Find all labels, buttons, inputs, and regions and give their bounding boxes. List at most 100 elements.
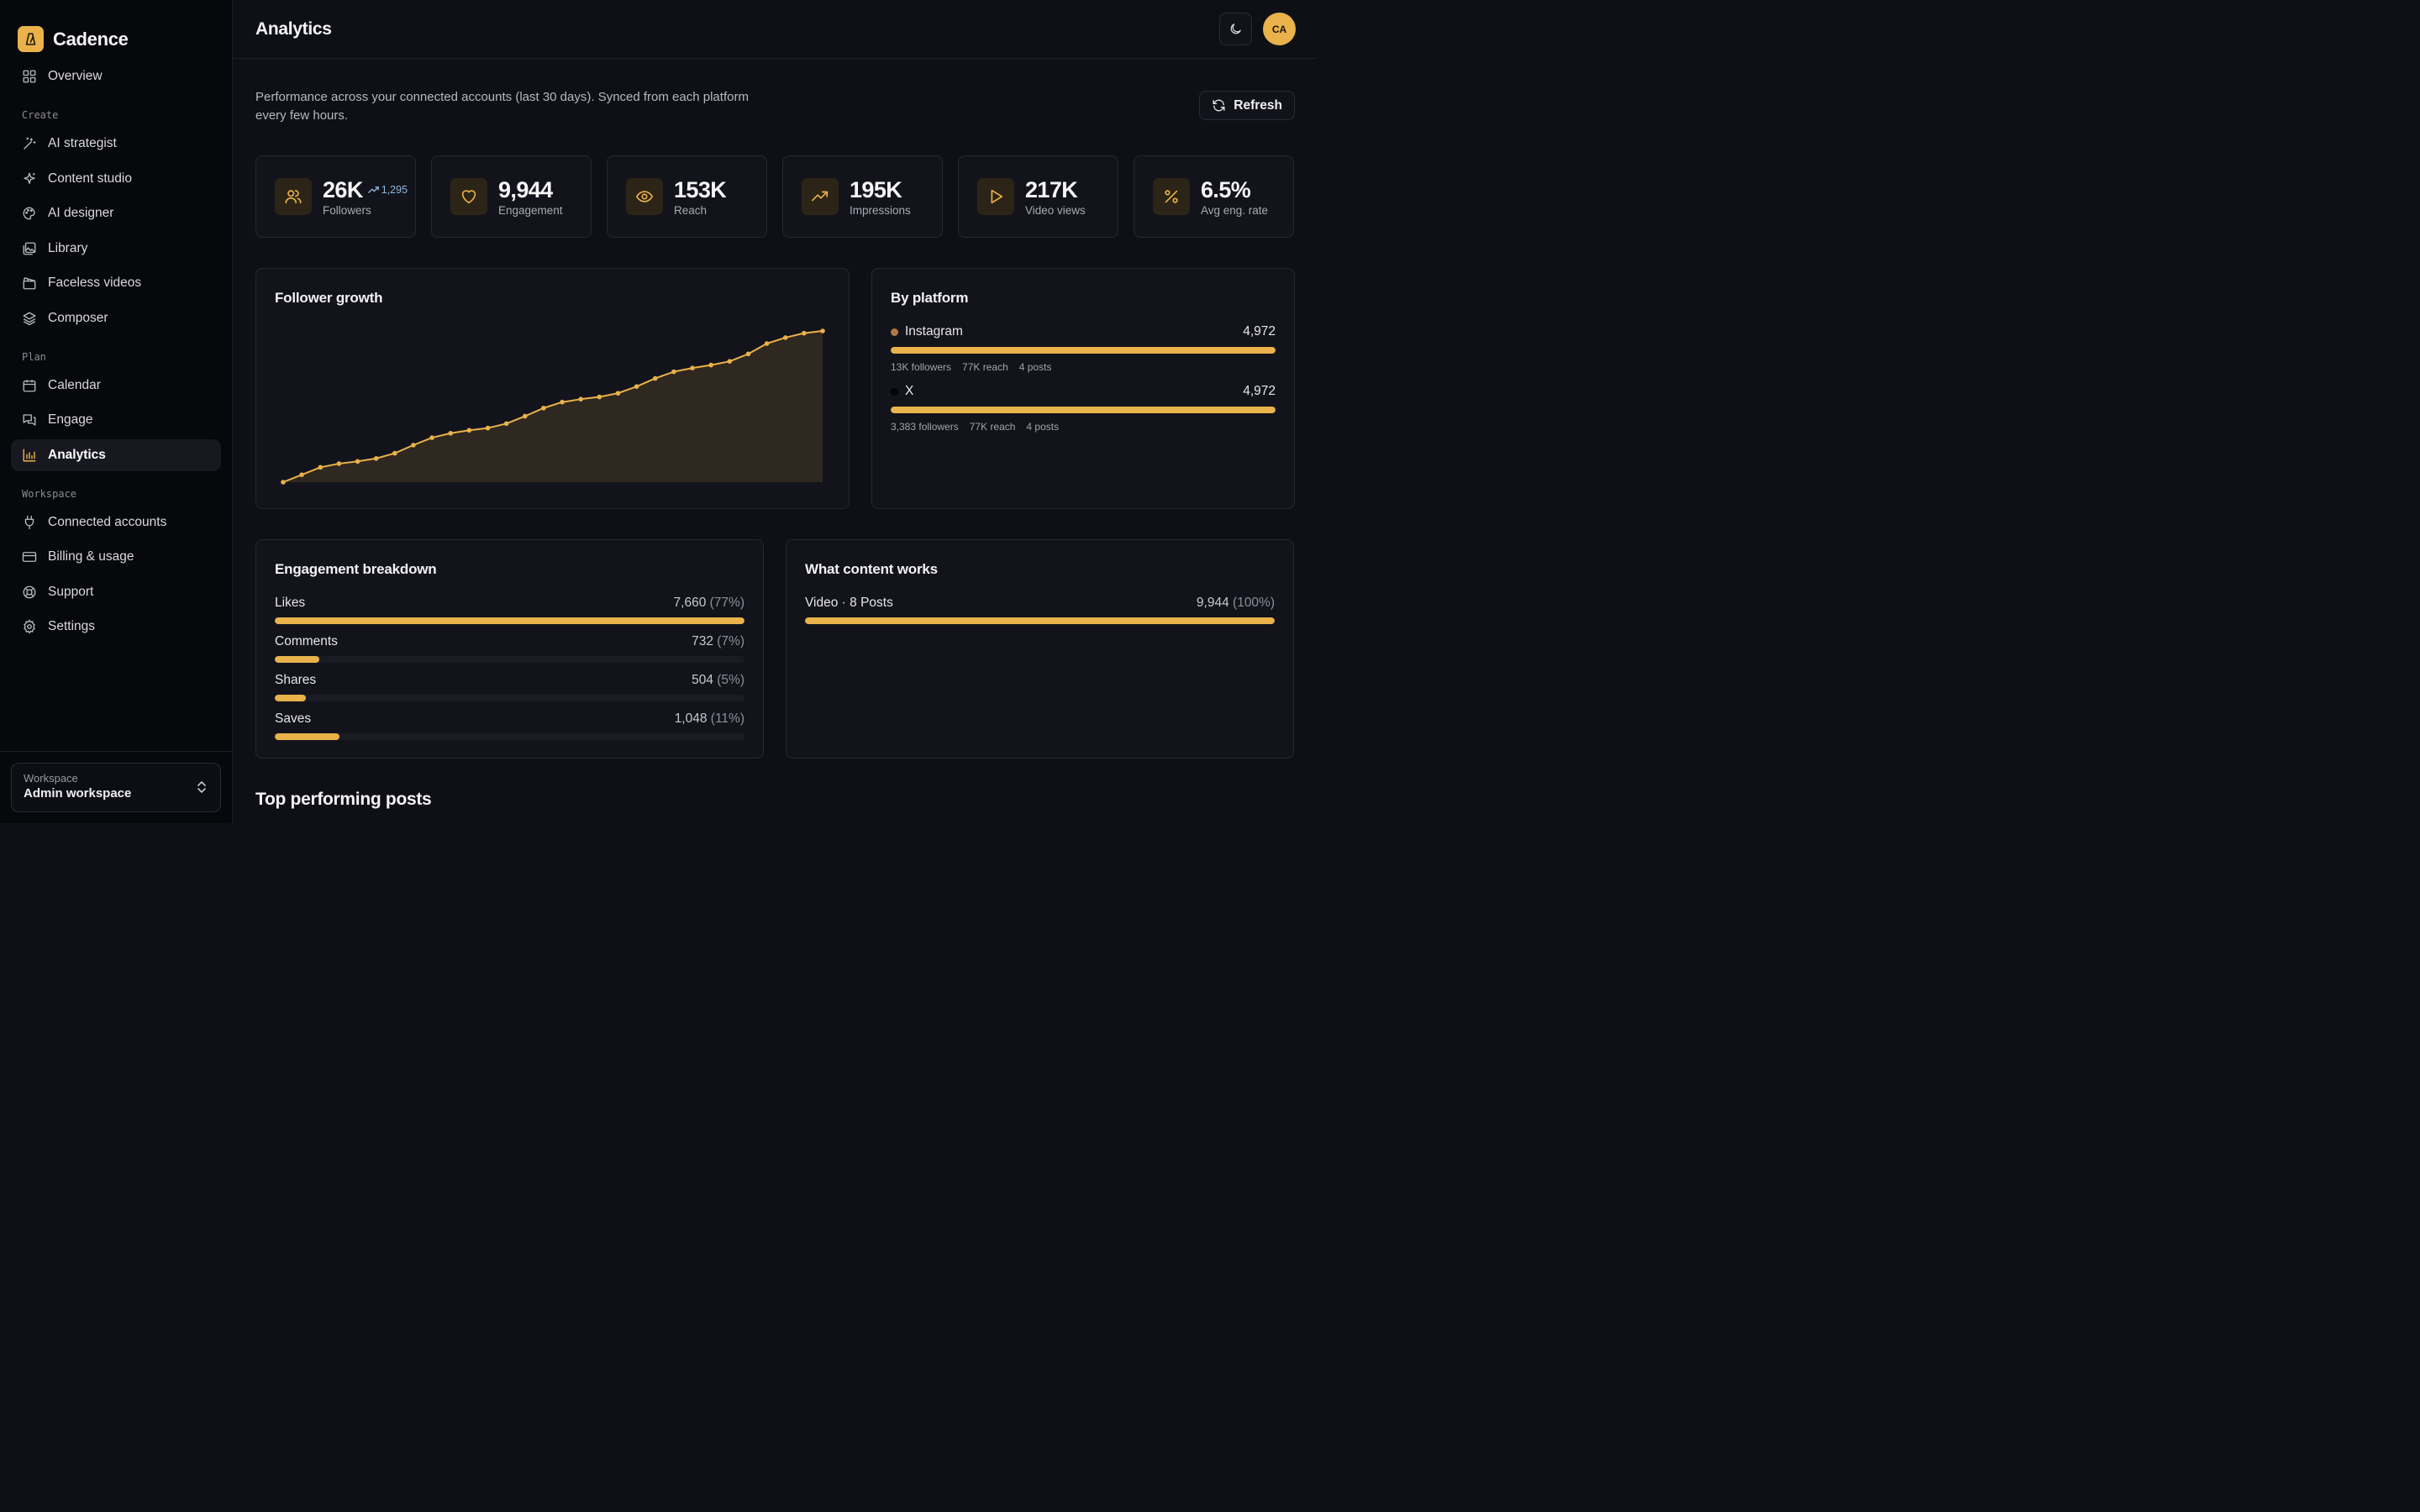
stat-delta-value: 1,295 [381, 183, 408, 196]
breakdown-row-saves: Saves 1,048 (11%) [275, 711, 744, 740]
refresh-label: Refresh [1234, 97, 1282, 113]
growth-point[interactable] [541, 405, 546, 411]
sidebar-item-analytics[interactable]: Analytics [11, 438, 221, 471]
growth-point[interactable] [448, 430, 454, 436]
heart-icon [450, 178, 487, 215]
content-type-value: 9,944 [1196, 596, 1229, 610]
content-type-pct: (100%) [1233, 596, 1275, 610]
sidebar-item-label: AI designer [48, 206, 114, 220]
platform-posts: 4 posts [1018, 361, 1052, 373]
breakdown-bar-track [275, 733, 744, 740]
breakdown-bar-fill [275, 733, 339, 740]
stat-label: Reach [674, 203, 708, 217]
growth-point[interactable] [597, 394, 602, 400]
sidebar-item-calendar[interactable]: Calendar [11, 370, 221, 402]
sidebar-item-engage[interactable]: Engage [11, 404, 221, 436]
growth-point[interactable] [373, 455, 379, 461]
growth-point[interactable] [485, 425, 491, 431]
clapperboard-icon [23, 277, 36, 290]
x-dot [891, 387, 898, 396]
growth-point[interactable] [522, 413, 528, 419]
topbar-actions: CA [1219, 13, 1296, 45]
growth-point[interactable] [745, 351, 751, 357]
growth-point[interactable] [578, 396, 584, 402]
growth-point[interactable] [820, 328, 825, 333]
growth-point[interactable] [336, 461, 342, 466]
growth-point[interactable] [429, 435, 434, 440]
breakdown-value: 732 [692, 634, 713, 648]
growth-point[interactable] [466, 428, 472, 433]
engagement-breakdown-title: Engagement breakdown [275, 561, 437, 577]
platform-row-instagram[interactable]: Instagram 4,972 13K followers 77K reach … [891, 324, 1276, 373]
growth-point[interactable] [355, 459, 360, 465]
sidebar-item-label: Overview [48, 69, 103, 83]
sidebar: Cadence Overview Create AI strategist Co… [0, 0, 233, 823]
growth-point[interactable] [764, 341, 770, 346]
growth-point[interactable] [690, 365, 695, 370]
plug-icon [24, 515, 34, 529]
breakdown-row: Engagement breakdown Likes 7,660 (77%) Co… [255, 539, 1295, 759]
sidebar-item-label: Content studio [48, 171, 132, 186]
workspace-name: Admin workspace [24, 786, 132, 801]
platform-followers: 13K followers [891, 361, 952, 373]
play-icon [977, 178, 1014, 215]
growth-point[interactable] [634, 384, 639, 389]
growth-point[interactable] [671, 369, 676, 375]
breakdown-bar-track [275, 617, 744, 624]
stat-label: Followers [323, 203, 371, 217]
sidebar-item-library[interactable]: Library [11, 233, 221, 265]
sidebar-item-settings[interactable]: Settings [11, 611, 221, 643]
stat-value: 9,944 [498, 176, 553, 202]
breakdown-value: 1,048 [674, 711, 708, 726]
section-label-create: Create [22, 109, 59, 121]
growth-point[interactable] [392, 450, 397, 456]
growth-line [282, 330, 823, 483]
brand-name: Cadence [53, 28, 129, 50]
growth-point[interactable] [318, 465, 324, 470]
page-title: Analytics [255, 18, 332, 39]
sidebar-item-ai-designer[interactable]: AI designer [11, 197, 221, 229]
intro-row: Performance across your connected accoun… [255, 88, 1295, 125]
growth-point[interactable] [782, 335, 788, 340]
growth-point[interactable] [802, 330, 807, 336]
sidebar-item-composer[interactable]: Composer [11, 302, 221, 334]
growth-point[interactable] [503, 421, 509, 427]
growth-point[interactable] [615, 391, 621, 396]
sidebar-item-support[interactable]: Support [11, 576, 221, 608]
chevrons-up-down-icon [197, 781, 206, 793]
sidebar-item-ai-strategist[interactable]: AI strategist [11, 128, 221, 160]
growth-point[interactable] [652, 375, 658, 381]
sidebar-item-overview[interactable]: Overview [11, 60, 221, 92]
bar-chart-icon [23, 449, 36, 461]
stat-value: 26K [323, 176, 363, 202]
workspace-switcher[interactable]: Workspace Admin workspace [11, 763, 221, 812]
refresh-button[interactable]: Refresh [1199, 91, 1295, 120]
platform-bar-track [891, 347, 1276, 354]
growth-point[interactable] [299, 472, 304, 477]
sidebar-item-content-studio[interactable]: Content studio [11, 163, 221, 195]
section-label-workspace: Workspace [22, 487, 77, 500]
brand[interactable]: Cadence [0, 0, 232, 60]
theme-toggle-button[interactable] [1219, 13, 1252, 45]
breakdown-bar-track [275, 695, 744, 701]
sidebar-item-faceless-videos[interactable]: Faceless videos [11, 267, 221, 299]
analytics-content: Performance across your connected accoun… [233, 88, 1318, 810]
platform-value: 4,972 [1243, 324, 1276, 339]
stat-card-engagement: 9,944 Engagement [431, 155, 592, 238]
sidebar-item-label: Engage [48, 412, 93, 427]
trend-up-small-icon [367, 186, 379, 193]
platform-row-x[interactable]: X 4,972 3,383 followers 77K reach 4 post… [891, 384, 1276, 433]
stat-card-video-views: 217K Video views [958, 155, 1118, 238]
breakdown-label: Saves [275, 711, 312, 726]
avatar[interactable]: CA [1263, 13, 1296, 45]
growth-point[interactable] [708, 362, 713, 368]
stat-label: Avg eng. rate [1201, 203, 1269, 217]
sidebar-item-billing[interactable]: Billing & usage [11, 541, 221, 573]
sidebar-item-connected-accounts[interactable]: Connected accounts [11, 507, 221, 538]
growth-point[interactable] [560, 399, 565, 405]
engagement-breakdown-panel: Engagement breakdown Likes 7,660 (77%) Co… [255, 539, 764, 759]
sidebar-nav: Overview Create AI strategist Content st… [0, 60, 232, 643]
growth-point[interactable] [281, 480, 286, 485]
growth-point[interactable] [411, 443, 416, 448]
growth-point[interactable] [727, 359, 733, 364]
